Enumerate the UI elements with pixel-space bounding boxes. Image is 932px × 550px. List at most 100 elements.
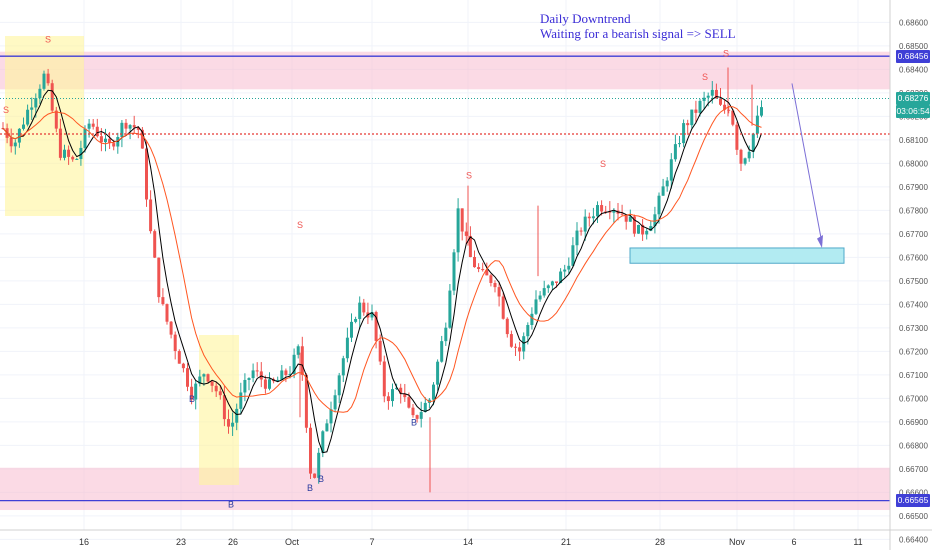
- candle-body: [79, 147, 83, 159]
- candle-body: [251, 370, 255, 379]
- candle-body: [337, 375, 341, 396]
- chart-subtitle: Waiting for a bearish signal => SELL: [540, 26, 736, 41]
- candle-body: [22, 124, 25, 129]
- candle-body: [374, 312, 378, 341]
- price-tick-label: 0.68000: [899, 159, 928, 168]
- candle-body: [419, 412, 423, 419]
- candle-body: [698, 100, 702, 113]
- candle-body: [514, 346, 517, 348]
- candle-body: [194, 383, 198, 400]
- candle-body: [661, 186, 665, 196]
- candle-body: [263, 379, 267, 389]
- candles: [1, 67, 763, 493]
- candle-body: [665, 180, 669, 187]
- candle-body: [501, 296, 505, 319]
- candle-body: [206, 374, 210, 382]
- candle-body: [280, 370, 284, 380]
- candle-body: [67, 149, 71, 157]
- time-tick-label: 11: [853, 537, 862, 547]
- candle-body: [694, 109, 698, 113]
- candle-body: [296, 346, 300, 355]
- candle-body: [460, 208, 464, 232]
- candle-body: [288, 373, 292, 376]
- candle-body: [313, 473, 317, 478]
- ma-fast-line: [2, 89, 762, 454]
- candle-body: [87, 123, 91, 129]
- annotation: Daily Downtrend Waiting for a bearish si…: [540, 11, 736, 41]
- time-tick-label: Nov: [729, 537, 746, 547]
- candle-body: [751, 133, 755, 152]
- candle-body: [292, 354, 296, 374]
- candle-body: [26, 109, 30, 125]
- candle-body: [46, 73, 50, 84]
- candle-body: [706, 95, 710, 98]
- candle-body: [686, 123, 690, 126]
- candle-body: [350, 321, 353, 338]
- candle-body: [555, 281, 558, 283]
- candle-body: [198, 376, 202, 384]
- candle-body: [755, 115, 759, 134]
- candle-body: [628, 216, 632, 222]
- candle-body: [399, 387, 403, 394]
- candle-body: [485, 270, 489, 276]
- price-tick-label: 0.67000: [899, 394, 928, 403]
- candle-body: [132, 125, 136, 128]
- price-tick-label: 0.66700: [899, 465, 928, 474]
- candle-body: [550, 281, 554, 286]
- candle-body: [534, 299, 538, 314]
- candle-body: [284, 370, 288, 376]
- candle-body: [247, 378, 251, 380]
- candle-body: [276, 379, 280, 382]
- candle-body: [468, 235, 472, 258]
- candle-body: [83, 128, 87, 148]
- candle-body: [128, 125, 132, 129]
- candle-body: [571, 245, 575, 266]
- price-tick-label: 0.67200: [899, 347, 928, 356]
- candle-body: [456, 208, 460, 253]
- candle-body: [239, 392, 243, 409]
- candle-body: [17, 128, 21, 143]
- candle-body: [448, 290, 452, 328]
- candle-body: [719, 98, 722, 105]
- candle-body: [620, 213, 624, 215]
- candle-body: [108, 138, 112, 144]
- candle-body: [727, 109, 731, 111]
- candle-body: [395, 387, 399, 390]
- candle-body: [702, 97, 706, 101]
- candle-body: [157, 257, 161, 298]
- candle-body: [354, 318, 358, 322]
- candle-body: [518, 347, 522, 352]
- candle-body: [231, 422, 235, 427]
- candle-body: [235, 408, 239, 423]
- zones: [0, 36, 890, 511]
- candle-body: [505, 318, 509, 335]
- candle-body: [9, 137, 13, 147]
- candle-body: [596, 205, 599, 217]
- price-tick-label: 0.66500: [899, 512, 928, 521]
- buy-marker: B: [228, 500, 234, 510]
- candle-body: [641, 224, 645, 235]
- candle-body: [227, 419, 230, 427]
- arrow-head: [817, 235, 823, 248]
- sell-marker: S: [3, 105, 9, 115]
- time-tick-label: 23: [176, 537, 186, 547]
- time-tick-label: 16: [79, 537, 89, 547]
- candle-body: [632, 216, 636, 234]
- price-tick-label: 0.68100: [899, 136, 928, 145]
- candle-body: [653, 214, 657, 227]
- support-price-label: 0.66565: [896, 494, 930, 508]
- candle-body: [436, 361, 440, 385]
- candle-body: [190, 386, 194, 400]
- candle-body: [218, 391, 222, 396]
- chart-title: Daily Downtrend: [540, 11, 631, 26]
- candle-body: [120, 122, 124, 138]
- candle-body: [743, 158, 747, 164]
- time-tick-label: 7: [369, 537, 374, 547]
- sell-marker: S: [466, 171, 472, 181]
- candle-body: [464, 231, 468, 236]
- candle-body: [317, 452, 321, 478]
- candle-body: [153, 231, 157, 258]
- candle-body: [145, 148, 148, 200]
